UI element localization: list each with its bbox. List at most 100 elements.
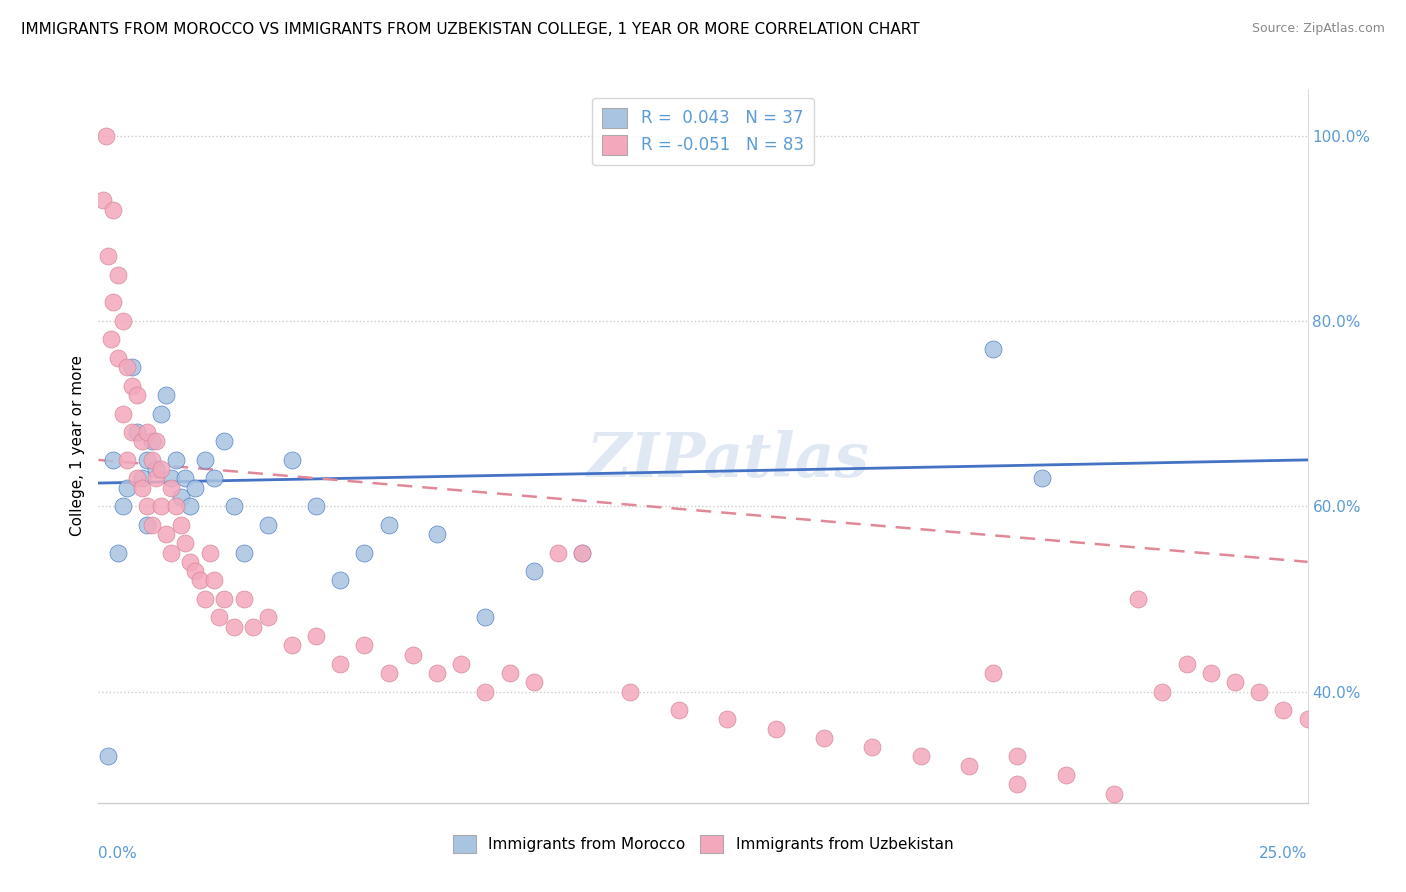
Point xyxy=(174,536,197,550)
Point xyxy=(523,675,546,690)
Text: Source: ZipAtlas.com: Source: ZipAtlas.com xyxy=(1251,22,1385,36)
Point xyxy=(107,268,129,282)
Point xyxy=(1102,787,1125,801)
Point xyxy=(101,453,124,467)
Point xyxy=(150,407,173,421)
Point xyxy=(981,666,1004,681)
Point xyxy=(981,342,1004,356)
Point xyxy=(1128,591,1150,606)
Point xyxy=(474,610,496,624)
Point xyxy=(121,378,143,392)
Point xyxy=(212,591,235,606)
Point xyxy=(353,638,375,652)
Point xyxy=(141,434,163,449)
Point xyxy=(188,574,211,588)
Point xyxy=(498,666,520,681)
Point xyxy=(523,564,546,578)
Point xyxy=(256,517,278,532)
Point xyxy=(571,545,593,559)
Point xyxy=(353,545,375,559)
Point xyxy=(198,545,221,559)
Point xyxy=(145,462,167,476)
Point xyxy=(222,620,245,634)
Point xyxy=(377,666,399,681)
Point xyxy=(208,610,231,624)
Point xyxy=(860,740,883,755)
Point xyxy=(121,360,143,375)
Point xyxy=(619,684,641,698)
Point xyxy=(94,128,117,143)
Point xyxy=(765,722,787,736)
Point xyxy=(160,471,183,485)
Point xyxy=(135,517,157,532)
Point xyxy=(97,749,120,764)
Point xyxy=(1175,657,1198,671)
Point xyxy=(160,545,183,559)
Point xyxy=(474,684,496,698)
Text: IMMIGRANTS FROM MOROCCO VS IMMIGRANTS FROM UZBEKISTAN COLLEGE, 1 YEAR OR MORE CO: IMMIGRANTS FROM MOROCCO VS IMMIGRANTS FR… xyxy=(21,22,920,37)
Y-axis label: College, 1 year or more: College, 1 year or more xyxy=(69,356,84,536)
Point xyxy=(281,453,304,467)
Point xyxy=(127,471,149,485)
Point xyxy=(194,453,217,467)
Point xyxy=(165,500,187,514)
Point xyxy=(179,555,201,569)
Point xyxy=(145,434,167,449)
Point xyxy=(117,360,139,375)
Point xyxy=(117,481,139,495)
Text: 25.0%: 25.0% xyxy=(1260,846,1308,861)
Point xyxy=(204,574,226,588)
Point xyxy=(150,500,173,514)
Point xyxy=(127,388,149,402)
Point xyxy=(222,500,245,514)
Point xyxy=(1272,703,1295,717)
Point xyxy=(184,481,207,495)
Point xyxy=(97,249,120,263)
Legend: Immigrants from Morocco, Immigrants from Uzbekistan: Immigrants from Morocco, Immigrants from… xyxy=(447,829,959,859)
Point xyxy=(145,471,167,485)
Point xyxy=(100,333,122,347)
Point xyxy=(121,425,143,439)
Point xyxy=(232,545,254,559)
Point xyxy=(135,500,157,514)
Point xyxy=(1223,675,1246,690)
Point xyxy=(910,749,932,764)
Point xyxy=(174,471,197,485)
Point xyxy=(127,425,149,439)
Text: 0.0%: 0.0% xyxy=(98,846,138,861)
Point xyxy=(426,527,449,541)
Point xyxy=(91,194,114,208)
Point xyxy=(184,564,207,578)
Point xyxy=(547,545,569,559)
Point xyxy=(111,407,134,421)
Point xyxy=(232,591,254,606)
Point xyxy=(194,591,217,606)
Point xyxy=(402,648,425,662)
Point xyxy=(716,712,738,726)
Point xyxy=(131,434,153,449)
Point xyxy=(281,638,304,652)
Point xyxy=(1249,684,1271,698)
Point xyxy=(1296,712,1319,726)
Point xyxy=(204,471,226,485)
Text: ZIPatlas: ZIPatlas xyxy=(586,430,869,491)
Point xyxy=(305,500,328,514)
Point xyxy=(571,545,593,559)
Point xyxy=(242,620,264,634)
Point xyxy=(305,629,328,643)
Point xyxy=(329,657,352,671)
Point xyxy=(160,481,183,495)
Point xyxy=(111,314,134,328)
Point xyxy=(150,462,173,476)
Point xyxy=(668,703,690,717)
Point xyxy=(1152,684,1174,698)
Point xyxy=(141,517,163,532)
Point xyxy=(107,545,129,559)
Point xyxy=(101,295,124,310)
Point xyxy=(131,481,153,495)
Point xyxy=(141,453,163,467)
Point xyxy=(450,657,472,671)
Point xyxy=(155,388,177,402)
Point xyxy=(329,574,352,588)
Point xyxy=(135,453,157,467)
